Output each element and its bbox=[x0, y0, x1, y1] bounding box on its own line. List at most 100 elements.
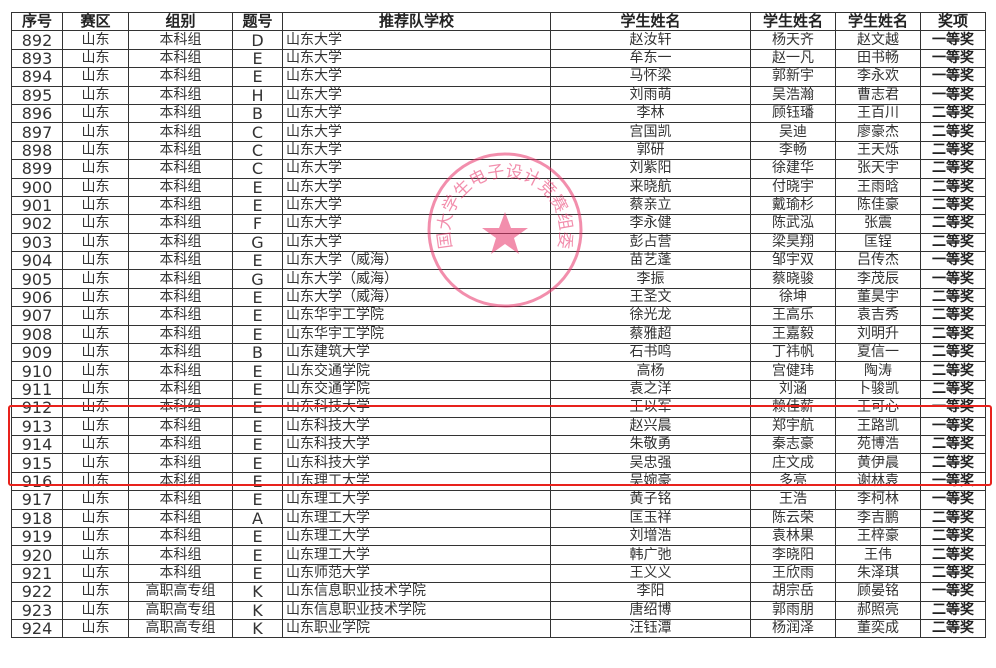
student-3-cell: 苑博浩 bbox=[835, 434, 921, 455]
group-cell: 本科组 bbox=[128, 306, 233, 326]
problem-cell: E bbox=[232, 490, 283, 510]
group-cell: 本科组 bbox=[128, 490, 233, 510]
header-award: 奖项 bbox=[920, 11, 986, 32]
student-1-cell: 李林 bbox=[550, 103, 751, 124]
problem-cell: G bbox=[232, 269, 283, 289]
region-cell: 山东 bbox=[62, 343, 129, 363]
student-1-cell: 王以军 bbox=[550, 398, 751, 418]
problem-cell: C bbox=[232, 122, 283, 142]
student-1-cell: 刘紫阳 bbox=[550, 159, 751, 179]
student-2-cell: 郭雨朋 bbox=[750, 600, 836, 620]
group-cell: 本科组 bbox=[128, 159, 233, 179]
region-cell: 山东 bbox=[62, 508, 129, 528]
student-1-cell: 马怀梁 bbox=[550, 67, 751, 87]
group-cell: 本科组 bbox=[128, 563, 233, 584]
index-cell: 919 bbox=[11, 526, 63, 547]
student-3-cell: 廖豪杰 bbox=[835, 122, 921, 142]
region-cell: 山东 bbox=[62, 67, 129, 87]
student-3-cell: 匡锃 bbox=[835, 232, 921, 253]
table-row: 914 山东 本科组 E 山东科技大学 朱敬勇 秦志豪 苑博浩 二等奖 bbox=[11, 434, 986, 455]
student-2-cell: 陈武泓 bbox=[750, 214, 836, 234]
index-cell: 922 bbox=[11, 582, 63, 602]
index-cell: 897 bbox=[11, 122, 63, 142]
student-1-cell: 匡玉祥 bbox=[550, 508, 751, 528]
student-2-cell: 顾钰璠 bbox=[750, 103, 836, 124]
group-cell: 本科组 bbox=[128, 526, 233, 547]
student-2-cell: 多亮 bbox=[750, 471, 836, 492]
index-cell: 911 bbox=[11, 379, 63, 400]
student-2-cell: 邹宇双 bbox=[750, 251, 836, 271]
student-1-cell: 徐光龙 bbox=[550, 306, 751, 326]
award-cell: 一等奖 bbox=[920, 471, 986, 492]
award-cell: 二等奖 bbox=[920, 232, 986, 253]
problem-cell: E bbox=[232, 67, 283, 87]
table-row: 894 山东 本科组 E 山东大学 马怀梁 郭新宇 李永欢 一等奖 bbox=[11, 67, 986, 87]
header-region: 赛区 bbox=[62, 11, 129, 32]
student-3-cell: 谢林袁 bbox=[835, 471, 921, 492]
table-row: 917 山东 本科组 E 山东理工大学 黄子铭 王浩 李柯林 一等奖 bbox=[11, 490, 986, 510]
group-cell: 本科组 bbox=[128, 30, 233, 50]
region-cell: 山东 bbox=[62, 269, 129, 289]
problem-cell: B bbox=[232, 103, 283, 124]
school-cell: 山东交通学院 bbox=[282, 361, 551, 381]
student-2-cell: 王高乐 bbox=[750, 306, 836, 326]
student-1-cell: 袁之洋 bbox=[550, 379, 751, 400]
table-row: 908 山东 本科组 E 山东华宇工学院 蔡雅超 王嘉毅 刘明升 二等奖 bbox=[11, 324, 986, 345]
region-cell: 山东 bbox=[62, 251, 129, 271]
table-row: 918 山东 本科组 A 山东理工大学 匡玉祥 陈云荣 李吉鹏 二等奖 bbox=[11, 508, 986, 528]
problem-cell: K bbox=[232, 618, 283, 639]
student-2-cell: 徐坤 bbox=[750, 287, 836, 308]
student-3-cell: 卜骏凯 bbox=[835, 379, 921, 400]
student-3-cell: 陶涛 bbox=[835, 361, 921, 381]
table-row: 904 山东 本科组 E 山东大学（威海） 苗艺蓬 邹宇双 吕传杰 一等奖 bbox=[11, 251, 986, 271]
table-row: 895 山东 本科组 H 山东大学 刘雨萌 吴浩瀚 曹志君 一等奖 bbox=[11, 85, 986, 105]
student-1-cell: 唐绍博 bbox=[550, 600, 751, 620]
group-cell: 本科组 bbox=[128, 453, 233, 473]
index-cell: 892 bbox=[11, 30, 63, 50]
region-cell: 山东 bbox=[62, 600, 129, 620]
award-cell: 二等奖 bbox=[920, 453, 986, 473]
problem-cell: E bbox=[232, 251, 283, 271]
school-cell: 山东科技大学 bbox=[282, 416, 551, 436]
table-row: 903 山东 本科组 G 山东大学 彭占营 梁昊翔 匡锃 二等奖 bbox=[11, 232, 986, 253]
header-student-1: 学生姓名 bbox=[550, 11, 751, 32]
region-cell: 山东 bbox=[62, 195, 129, 216]
student-3-cell: 夏信一 bbox=[835, 343, 921, 363]
group-cell: 本科组 bbox=[128, 67, 233, 87]
group-cell: 本科组 bbox=[128, 251, 233, 271]
group-cell: 本科组 bbox=[128, 508, 233, 528]
region-cell: 山东 bbox=[62, 416, 129, 436]
region-cell: 山东 bbox=[62, 214, 129, 234]
student-3-cell: 李茂辰 bbox=[835, 269, 921, 289]
school-cell: 山东师范大学 bbox=[282, 563, 551, 584]
region-cell: 山东 bbox=[62, 159, 129, 179]
region-cell: 山东 bbox=[62, 48, 129, 69]
group-cell: 本科组 bbox=[128, 232, 233, 253]
award-cell: 二等奖 bbox=[920, 361, 986, 381]
award-cell: 二等奖 bbox=[920, 600, 986, 620]
award-cell: 二等奖 bbox=[920, 379, 986, 400]
school-cell: 山东交通学院 bbox=[282, 379, 551, 400]
index-cell: 901 bbox=[11, 195, 63, 216]
student-3-cell: 曹志君 bbox=[835, 85, 921, 105]
student-2-cell: 戴瑜杉 bbox=[750, 195, 836, 216]
school-cell: 山东大学 bbox=[282, 140, 551, 161]
region-cell: 山东 bbox=[62, 177, 129, 197]
index-cell: 905 bbox=[11, 269, 63, 289]
school-cell: 山东理工大学 bbox=[282, 545, 551, 565]
region-cell: 山东 bbox=[62, 563, 129, 584]
student-2-cell: 付晓宇 bbox=[750, 177, 836, 197]
student-2-cell: 秦志豪 bbox=[750, 434, 836, 455]
student-3-cell: 刘明升 bbox=[835, 324, 921, 345]
award-cell: 一等奖 bbox=[920, 67, 986, 87]
student-1-cell: 汪钰潭 bbox=[550, 618, 751, 639]
award-cell: 二等奖 bbox=[920, 214, 986, 234]
index-cell: 910 bbox=[11, 361, 63, 381]
index-cell: 909 bbox=[11, 343, 63, 363]
index-cell: 906 bbox=[11, 287, 63, 308]
index-cell: 899 bbox=[11, 159, 63, 179]
student-1-cell: 来晓航 bbox=[550, 177, 751, 197]
group-cell: 高职高专组 bbox=[128, 618, 233, 639]
index-cell: 895 bbox=[11, 85, 63, 105]
problem-cell: E bbox=[232, 416, 283, 436]
